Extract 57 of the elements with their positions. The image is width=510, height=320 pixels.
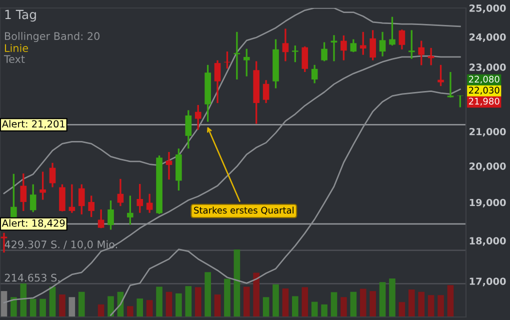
candlestick xyxy=(49,162,56,188)
ref-line-label: Alert: 21,201 xyxy=(2,120,64,129)
candlestick xyxy=(214,59,221,104)
annotation: / 10,0 Mio. xyxy=(63,240,117,250)
candlestick xyxy=(282,28,289,62)
candlestick xyxy=(30,183,36,213)
candlestick xyxy=(321,41,328,62)
candlestick xyxy=(418,40,425,66)
candlestick xyxy=(194,104,202,131)
candlestick xyxy=(408,29,415,60)
candlestick xyxy=(68,183,76,214)
candlestick xyxy=(389,16,396,46)
candlestick xyxy=(243,48,250,78)
candlestick xyxy=(340,34,347,62)
y-tick-label: 19,000 xyxy=(470,198,506,208)
annotation: Starkes erstes Quartal xyxy=(194,206,294,215)
y-tick-label: 17,000 xyxy=(470,278,506,286)
y-tick-label: 21,000 xyxy=(470,128,506,137)
y-tick-label: 23,000 xyxy=(470,64,506,72)
candlestick xyxy=(262,79,270,104)
candlestick xyxy=(127,194,134,226)
annotation: Text xyxy=(4,55,25,64)
candlestick xyxy=(379,31,386,58)
y-tick-label: 25,000 xyxy=(470,4,506,14)
candlestick xyxy=(78,183,85,216)
text: 21,980 xyxy=(468,98,500,106)
candlestick xyxy=(438,64,444,87)
candlestick xyxy=(360,31,366,56)
y-tick-label: 20,000 xyxy=(470,162,506,172)
annotation: Linie xyxy=(4,44,28,52)
candlestick xyxy=(457,94,464,108)
chart-title: 1 Tag xyxy=(5,10,36,22)
candlestick xyxy=(117,178,124,207)
candlestick xyxy=(146,192,153,214)
candlestick xyxy=(166,151,172,180)
y-tick-label: 24,000 xyxy=(470,33,506,42)
candlestick xyxy=(398,28,406,50)
y-tick-label: 214.653 S. xyxy=(4,274,60,282)
text: 22,080 xyxy=(468,76,500,84)
candlestick xyxy=(292,44,298,63)
text: 22,030 xyxy=(468,86,500,95)
candlestick xyxy=(370,29,376,62)
candlestick xyxy=(59,183,66,212)
candlestick xyxy=(311,64,318,84)
candlestick xyxy=(108,200,114,231)
candlestick xyxy=(350,38,357,53)
candlestick xyxy=(88,194,94,218)
annotation: Bollinger Band: 20 xyxy=(4,32,100,42)
candlestick xyxy=(447,71,454,98)
candlestick xyxy=(20,172,27,212)
candlestick xyxy=(40,170,46,201)
candlestick xyxy=(136,183,144,214)
ref-line-label: Alert: 18,429 xyxy=(2,219,65,228)
candlestick xyxy=(98,208,104,229)
candlestick xyxy=(302,46,308,73)
candlestick xyxy=(185,109,192,150)
y-tick-label: 18,000 xyxy=(470,237,506,246)
